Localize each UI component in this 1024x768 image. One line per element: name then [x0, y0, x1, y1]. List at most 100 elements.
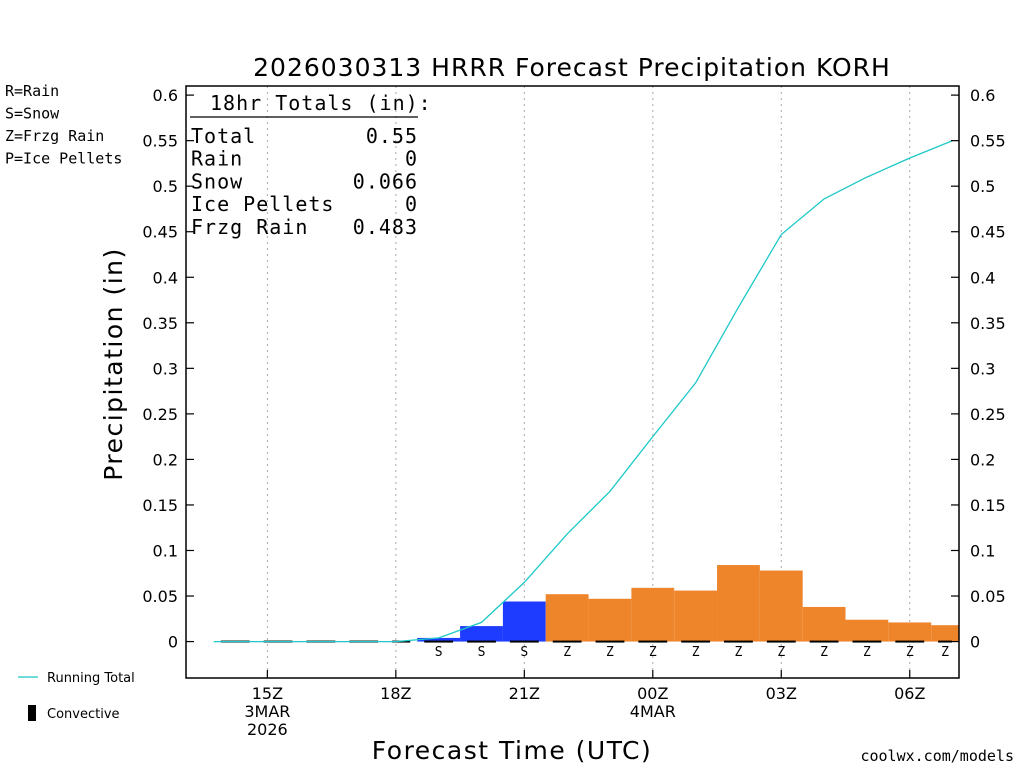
credit-text: coolwx.com/models [860, 747, 1014, 765]
y-tick-label-right: 0.3 [970, 359, 995, 378]
y-tick-label-right: 0.25 [970, 405, 1006, 424]
bottom-legend: Running Total Convective [18, 671, 135, 722]
convective-bar [552, 640, 582, 643]
y-tick-label: 0.35 [142, 314, 178, 333]
y-tick-label: 0 [168, 633, 178, 652]
precip-type-letter: Z [606, 645, 614, 660]
precip-type-letter: S [478, 645, 486, 660]
y-tick-label: 0.05 [142, 587, 178, 606]
legend-entry: Z=Frzg Rain [5, 127, 104, 145]
precip-type-letter: Z [863, 645, 871, 660]
convective-bar [638, 640, 668, 643]
x-tick-label: 18Z [380, 684, 411, 703]
running-total-line [213, 139, 953, 643]
plot-frame [185, 85, 960, 679]
x-tick-label: 4MAR [630, 702, 676, 721]
convective-swatch [28, 705, 36, 721]
convective-bar [681, 640, 711, 643]
precip-type-letter: Z [563, 645, 571, 660]
y-tick-label: 0.6 [153, 86, 178, 105]
convective-bar [424, 640, 454, 643]
precip-type-letter: Z [649, 645, 657, 660]
y-tick-label: 0.25 [142, 405, 178, 424]
y-tick-label: 0.1 [153, 541, 178, 560]
legend-entry: P=Ice Pellets [5, 150, 122, 168]
hourly-precip-bars [417, 565, 959, 642]
convective-bar [509, 640, 539, 643]
y-tick-label-right: 0.4 [970, 268, 995, 287]
totals-row-value: 0.066 [353, 169, 418, 193]
convective-bar [809, 640, 839, 643]
y-tick-label: 0.45 [142, 223, 178, 242]
x-tick-label: 00Z [637, 684, 668, 703]
x-tick-label: 2026 [247, 720, 288, 739]
y-tick-label-right: 0.05 [970, 587, 1006, 606]
precip-bar [502, 601, 546, 642]
totals-row-label: Total [191, 124, 256, 148]
x-tick-label: 03Z [766, 684, 797, 703]
convective-bar [895, 640, 925, 643]
x-axis-label: Forecast Time (UTC) [372, 736, 652, 765]
precip-type-legend: R=Rain S=Snow Z=Frzg Rain P=Ice Pellets [5, 82, 122, 168]
precip-type-letter: S [435, 645, 443, 660]
convective-bar [938, 640, 952, 643]
y-tick-label-right: 0.15 [970, 496, 1006, 515]
convective-bar [724, 640, 753, 643]
totals-row-label: Frzg Rain [191, 215, 308, 239]
y-tick-label-right: 0.35 [970, 314, 1006, 333]
totals-box: 18hr Totals (in): Total 0.55 Rain 0 Snow 0.066… [190, 91, 432, 239]
precip-bar [717, 565, 760, 642]
precip-bar [802, 606, 846, 642]
convective-bar [595, 640, 625, 643]
totals-row-value: 0 [405, 192, 418, 216]
precip-bar [674, 590, 718, 642]
precip-type-letter: Z [735, 645, 743, 660]
precip-type-letter: S [520, 645, 528, 660]
x-tick-label: 06Z [894, 684, 925, 703]
chart-title: 2026030313 HRRR Forecast Precipitation K… [253, 53, 891, 82]
totals-row-label: Snow [191, 169, 243, 193]
precip-type-letter: Z [820, 645, 828, 660]
totals-row-label: Rain [191, 147, 243, 171]
precip-bar [588, 598, 632, 642]
convective-bar [766, 640, 796, 643]
y-tick-label-right: 0.6 [970, 86, 995, 105]
totals-row-value: 0.55 [366, 124, 418, 148]
y-tick-label-right: 0.1 [970, 541, 995, 560]
y-tick-label-right: 0.5 [970, 177, 995, 196]
y-tick-label: 0.5 [153, 177, 178, 196]
precip-bar [417, 637, 461, 642]
y-tick-label-right: 0.55 [970, 132, 1006, 151]
legend-entry: R=Rain [5, 82, 59, 100]
precip-bar [888, 622, 932, 642]
bottom-legend-label: Running Total [47, 671, 135, 686]
precip-bar [460, 626, 503, 642]
y-tick-label-right: 0.45 [970, 223, 1006, 242]
totals-heading: 18hr Totals (in): [210, 91, 432, 115]
precip-bar [631, 587, 675, 642]
legend-entry: S=Snow [5, 105, 60, 123]
totals-row-value: 0.483 [353, 215, 418, 239]
x-tick-label: 3MAR [244, 702, 290, 721]
precip-type-letter: Z [906, 645, 914, 660]
totals-row-value: 0 [405, 147, 418, 171]
precip-bar [759, 570, 803, 642]
precip-type-letter: Z [777, 645, 785, 660]
y-tick-label: 0.15 [142, 496, 178, 515]
precip-type-letter: Z [941, 645, 949, 660]
y-tick-label: 0.3 [153, 359, 178, 378]
y-axis: 0 0 0.05 0.05 0.1 0.1 0.15 0.15 0.2 0.2 0.25 0.25 0.… [142, 86, 1005, 651]
x-tick-label: 15Z [252, 684, 283, 703]
bottom-legend-label: Convective [47, 707, 120, 722]
y-tick-label-right: 0.2 [970, 450, 995, 469]
convective-bar [467, 640, 496, 643]
y-tick-label: 0.2 [153, 450, 178, 469]
precip-bar [845, 619, 889, 642]
precip-type-letter: Z [692, 645, 700, 660]
y-axis-label: Precipitation (in) [99, 247, 128, 481]
x-tick-label: 21Z [509, 684, 540, 703]
y-tick-label: 0.55 [142, 132, 178, 151]
